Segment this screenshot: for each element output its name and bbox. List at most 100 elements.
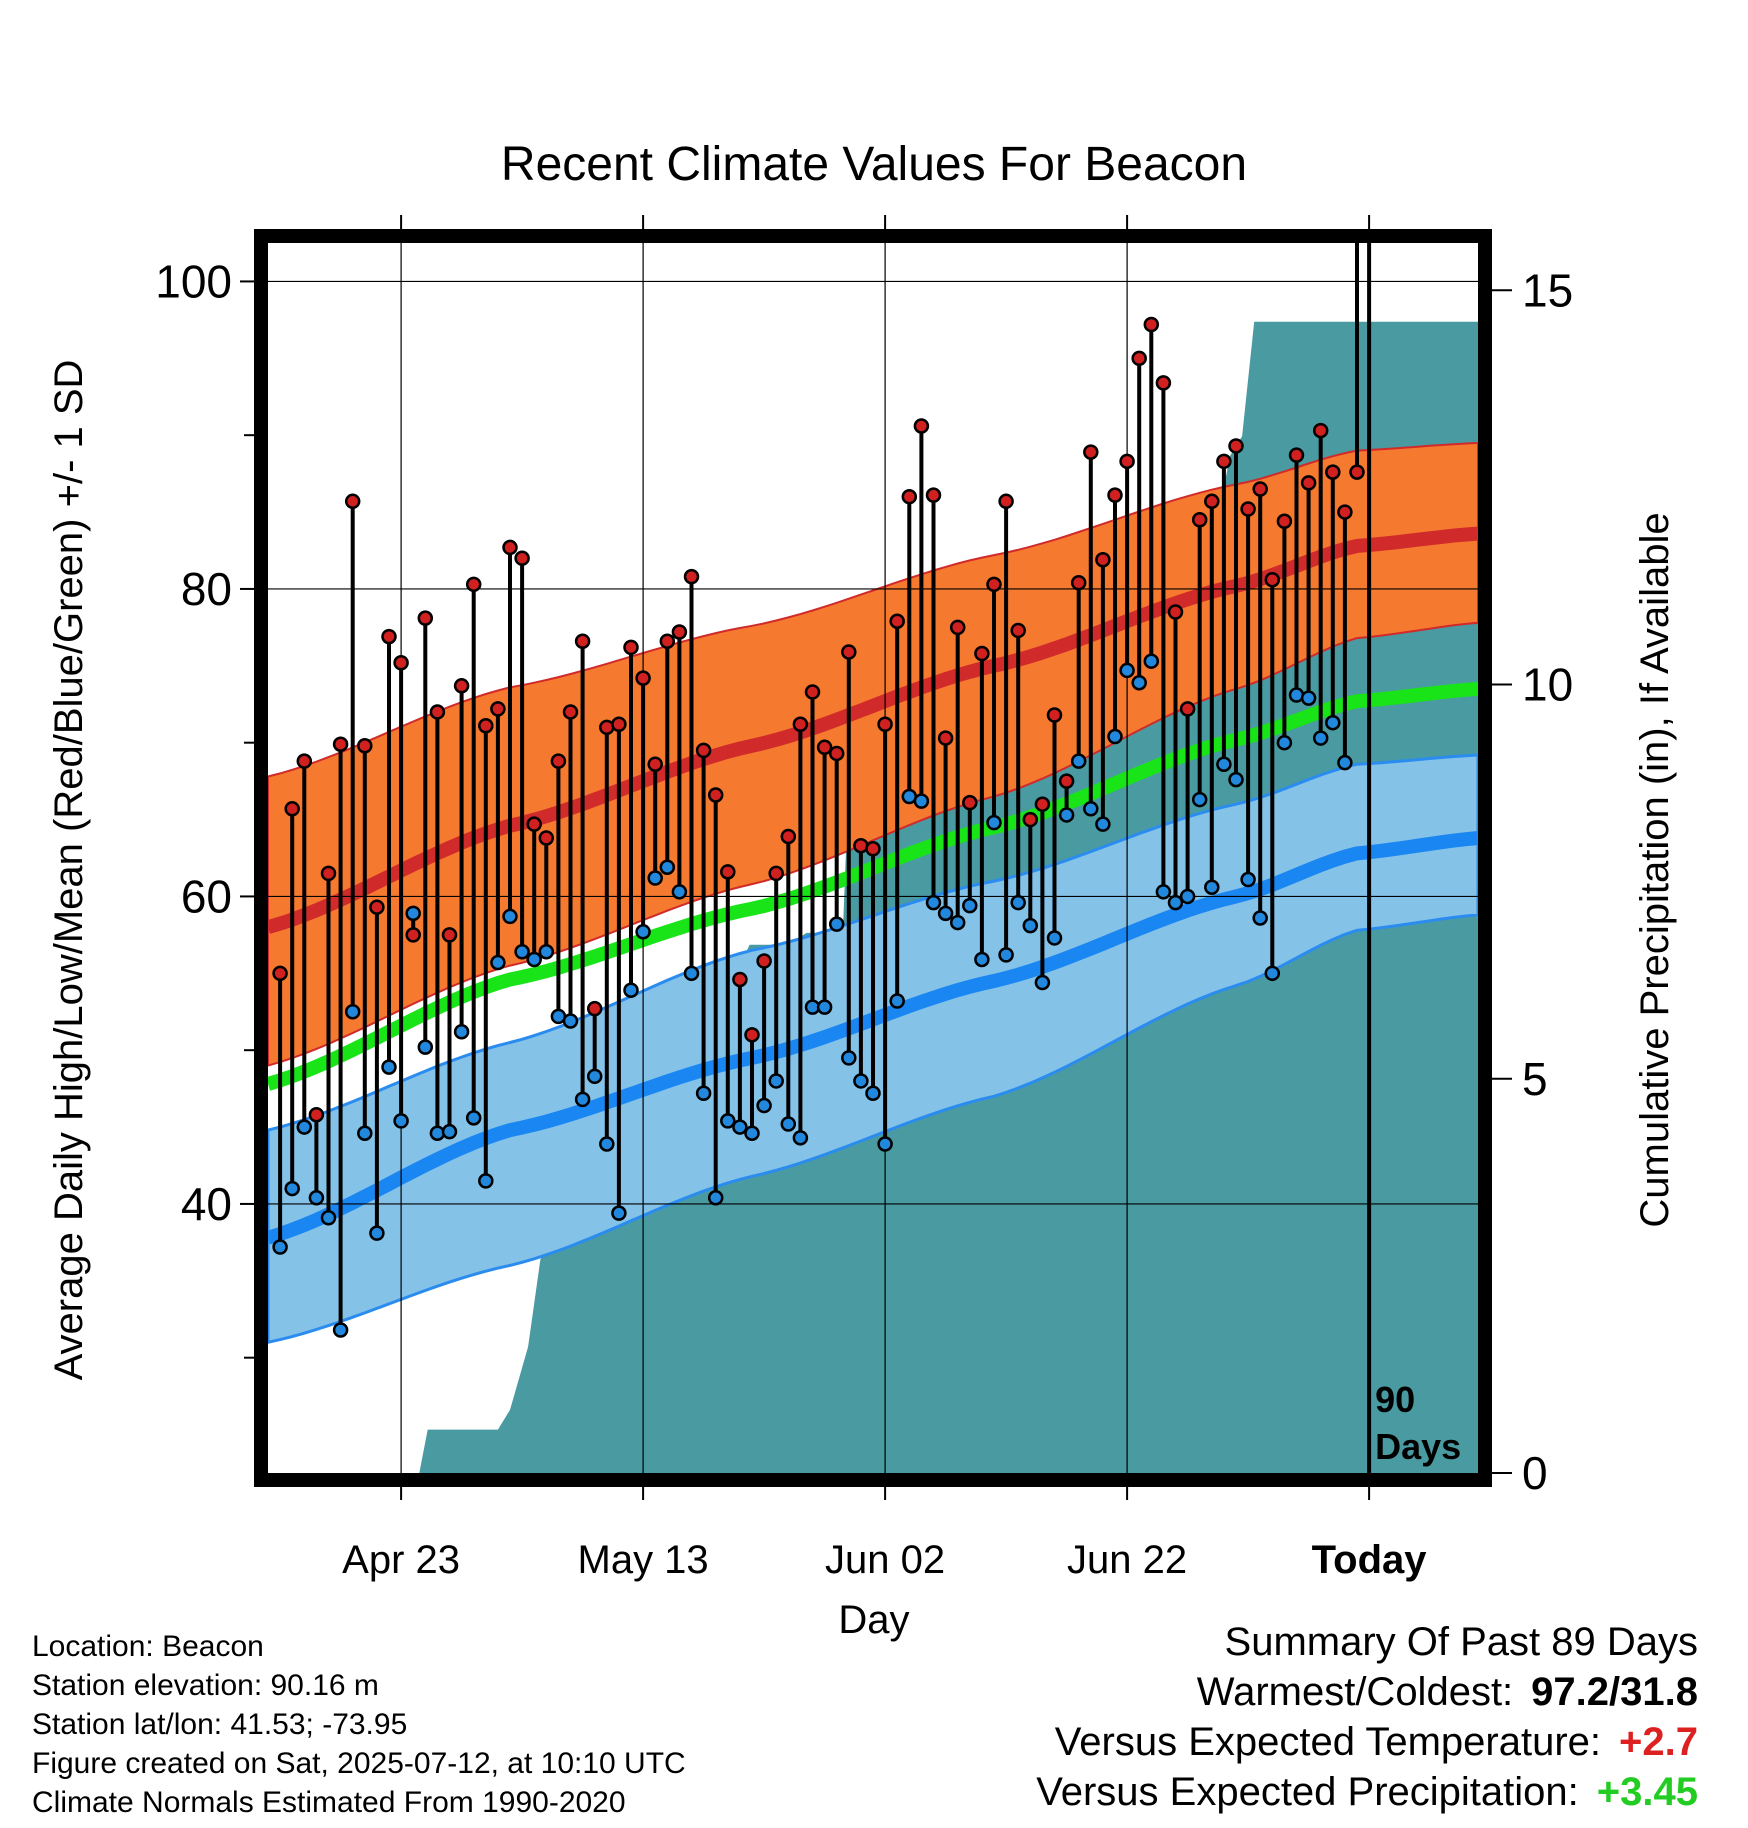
low-temp-point (986, 814, 1002, 831)
low-temp-point (913, 793, 930, 809)
low-temp-point (623, 982, 639, 998)
low-temp-point (877, 1136, 893, 1152)
high-temp-point (453, 678, 470, 694)
high-temp-point (320, 865, 337, 882)
high-temp-point (1070, 575, 1087, 591)
high-temp-point (586, 1000, 603, 1017)
low-temp-point (974, 951, 990, 968)
low-temp-point (417, 1039, 434, 1055)
low-temp-point (538, 944, 555, 960)
high-temp-point (720, 864, 736, 880)
y-tick-label-right: 0 (1522, 1447, 1548, 1499)
high-temp-point (357, 738, 373, 754)
high-temp-point (1228, 438, 1244, 454)
high-temp-point (490, 701, 506, 717)
high-temp-point (514, 550, 530, 566)
low-temp-point (841, 1050, 857, 1066)
high-temp-point (502, 539, 518, 556)
low-temp-point (1010, 894, 1026, 911)
high-temp-point (913, 418, 930, 434)
high-temp-point (1010, 622, 1026, 639)
summary-precip: Versus Expected Precipitation: +3.45 (1036, 1772, 1698, 1812)
low-temp-point (369, 1225, 385, 1241)
high-temp-point (272, 965, 288, 982)
high-temp-point (744, 1027, 760, 1043)
high-temp-point (1143, 316, 1160, 333)
high-temp-point (1095, 551, 1111, 568)
high-temp-point (768, 865, 784, 882)
high-temp-point (804, 684, 821, 700)
low-temp-point (465, 1110, 482, 1126)
low-temp-point (720, 1113, 736, 1129)
low-temp-point (284, 1180, 300, 1197)
low-temp-point (393, 1113, 409, 1129)
high-temp-point (1022, 811, 1039, 828)
low-temp-point (695, 1085, 712, 1101)
high-temp-point (1034, 796, 1051, 812)
low-temp-point (828, 916, 845, 932)
high-temp-point (1300, 475, 1317, 491)
y-tick-label-left: 40 (181, 1178, 232, 1230)
high-temp-point (901, 488, 918, 505)
high-temp-point (611, 716, 627, 732)
high-temp-point (332, 736, 349, 752)
low-temp-point (1337, 754, 1353, 771)
low-temp-point (937, 905, 954, 922)
high-temp-point (877, 716, 893, 732)
low-temp-point (1143, 653, 1160, 669)
high-temp-point (974, 645, 990, 662)
info-normals: Climate Normals Estimated From 1990-2020 (32, 1786, 626, 1819)
high-temp-point (937, 730, 954, 746)
summary-warm-cold: Warmest/Coldest: 97.2/31.8 (1197, 1672, 1698, 1712)
temp-value: +2.7 (1619, 1720, 1698, 1764)
low-temp-point (792, 1130, 809, 1146)
high-temp-point (865, 841, 881, 857)
high-temp-point (284, 801, 300, 817)
high-temp-point (1083, 444, 1099, 460)
low-temp-point (1046, 930, 1063, 946)
high-temp-point (1167, 604, 1184, 620)
y-tick-label-right: 5 (1522, 1053, 1548, 1105)
low-temp-point (1191, 791, 1208, 808)
low-temp-point (1070, 753, 1087, 769)
low-temp-point (1252, 910, 1268, 926)
high-temp-point (1046, 707, 1063, 723)
high-temp-point (949, 619, 966, 636)
low-temp-point (1083, 801, 1099, 817)
high-temp-point (707, 787, 724, 803)
x-tick-label: Apr 23 (342, 1538, 460, 1582)
low-temp-point (1351, 0, 1364, 7)
low-temp-point (635, 924, 651, 940)
x-tick-label: Jun 02 (825, 1538, 945, 1582)
high-temp-point (1058, 773, 1075, 789)
high-temp-point (1131, 350, 1147, 367)
low-temp-point (478, 1173, 494, 1189)
low-temp-point (1034, 974, 1051, 991)
high-temp-point (405, 927, 421, 943)
low-temp-point (599, 1136, 615, 1152)
warm-cold-label: Warmest/Coldest: (1196, 1670, 1514, 1714)
low-temp-point (1022, 917, 1039, 934)
high-temp-point (465, 576, 482, 593)
temp-label: Versus Expected Temperature: (1054, 1720, 1602, 1764)
low-temp-point (1119, 662, 1135, 679)
low-temp-point (780, 1116, 797, 1132)
high-temp-point (1325, 464, 1341, 480)
y-tick-label-left: 80 (181, 563, 232, 615)
low-temp-point (1131, 674, 1147, 691)
high-temp-point (429, 704, 446, 720)
high-temp-point (816, 739, 833, 756)
high-temp-point (732, 971, 748, 988)
high-temp-point (344, 493, 361, 510)
low-temp-point (296, 1119, 313, 1135)
low-temp-point (732, 1119, 748, 1135)
high-temp-point (369, 899, 385, 915)
high-temp-point (417, 610, 434, 626)
low-temp-point (1276, 734, 1293, 751)
low-temp-point (1204, 879, 1220, 895)
precip-label: Versus Expected Precipitation: (1036, 1770, 1579, 1814)
low-temp-point (1155, 884, 1172, 900)
high-temp-point (780, 828, 797, 845)
high-temp-point (1240, 501, 1256, 517)
low-temp-point (526, 951, 542, 968)
